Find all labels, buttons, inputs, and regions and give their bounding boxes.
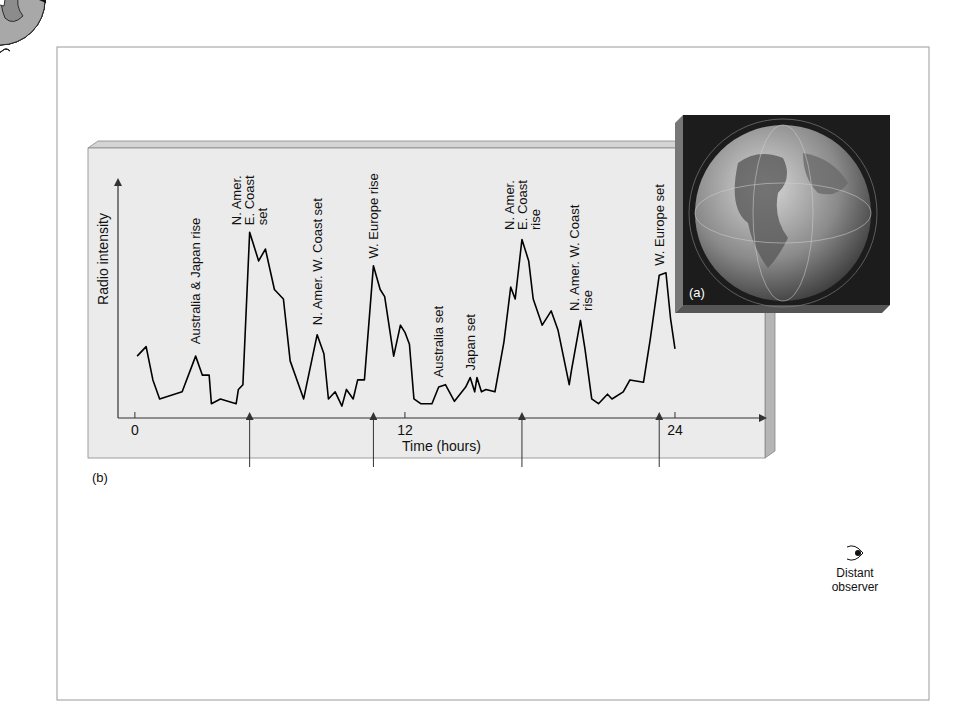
observer-label-line: observer bbox=[832, 580, 879, 594]
plot-area bbox=[137, 232, 675, 406]
wave bbox=[0, 49, 10, 53]
x-axis bbox=[118, 417, 765, 418]
panel-label: (a) bbox=[689, 285, 705, 300]
observer-label: Distantobserver bbox=[832, 566, 879, 594]
annotation: rise bbox=[528, 209, 543, 230]
annotation: W. Europe rise bbox=[366, 173, 381, 258]
x-tick-label: 12 bbox=[397, 422, 413, 438]
annotation: W. Europe set bbox=[652, 184, 667, 266]
annotation: N. Amer. W. Coast set bbox=[310, 198, 325, 326]
earth-disk bbox=[0, 0, 45, 45]
outer-frame bbox=[57, 47, 929, 700]
annotation: set bbox=[255, 207, 270, 225]
view-arrow bbox=[373, 414, 374, 467]
transmitter bbox=[39, 0, 46, 3]
x-tick bbox=[674, 412, 675, 418]
x-tick bbox=[404, 412, 405, 418]
view-arrow bbox=[659, 414, 660, 467]
globe bbox=[695, 125, 871, 301]
x-tick bbox=[134, 412, 135, 418]
panel-label: (b) bbox=[92, 470, 108, 485]
inset-bottom bbox=[675, 305, 890, 313]
panel-face bbox=[88, 148, 765, 458]
observer-label-line: Distant bbox=[836, 566, 874, 580]
wave bbox=[0, 49, 10, 53]
inset-side bbox=[675, 115, 683, 313]
x-tick-label: 24 bbox=[667, 422, 683, 438]
earth-disk bbox=[0, 0, 45, 45]
earth-disk bbox=[0, 0, 45, 45]
y-axis-title: Radio intensity bbox=[95, 213, 111, 305]
observer-eye bbox=[847, 546, 863, 560]
wave bbox=[0, 49, 10, 53]
x-tick-label: 0 bbox=[131, 422, 139, 438]
globe-line bbox=[753, 125, 813, 301]
y-axis bbox=[117, 180, 118, 418]
panel-top bbox=[88, 141, 775, 148]
observer-pupil bbox=[855, 550, 861, 556]
earth-disk bbox=[0, 0, 45, 45]
pole-cap bbox=[0, 0, 6, 6]
view-arrow bbox=[249, 414, 250, 467]
annotation: rise bbox=[580, 290, 595, 311]
intensity-line bbox=[137, 232, 675, 406]
continent bbox=[0, 0, 33, 22]
view-arrow bbox=[521, 414, 522, 467]
globe-halo bbox=[689, 119, 877, 307]
wave bbox=[0, 49, 10, 53]
x-axis-title: Time (hours) bbox=[402, 438, 481, 454]
annotation: Japan set bbox=[463, 314, 478, 371]
annotation: Australia set bbox=[431, 306, 446, 378]
globe-continent bbox=[735, 154, 788, 268]
globe-line bbox=[695, 183, 871, 243]
annotation: Australia & Japan rise bbox=[188, 218, 203, 344]
